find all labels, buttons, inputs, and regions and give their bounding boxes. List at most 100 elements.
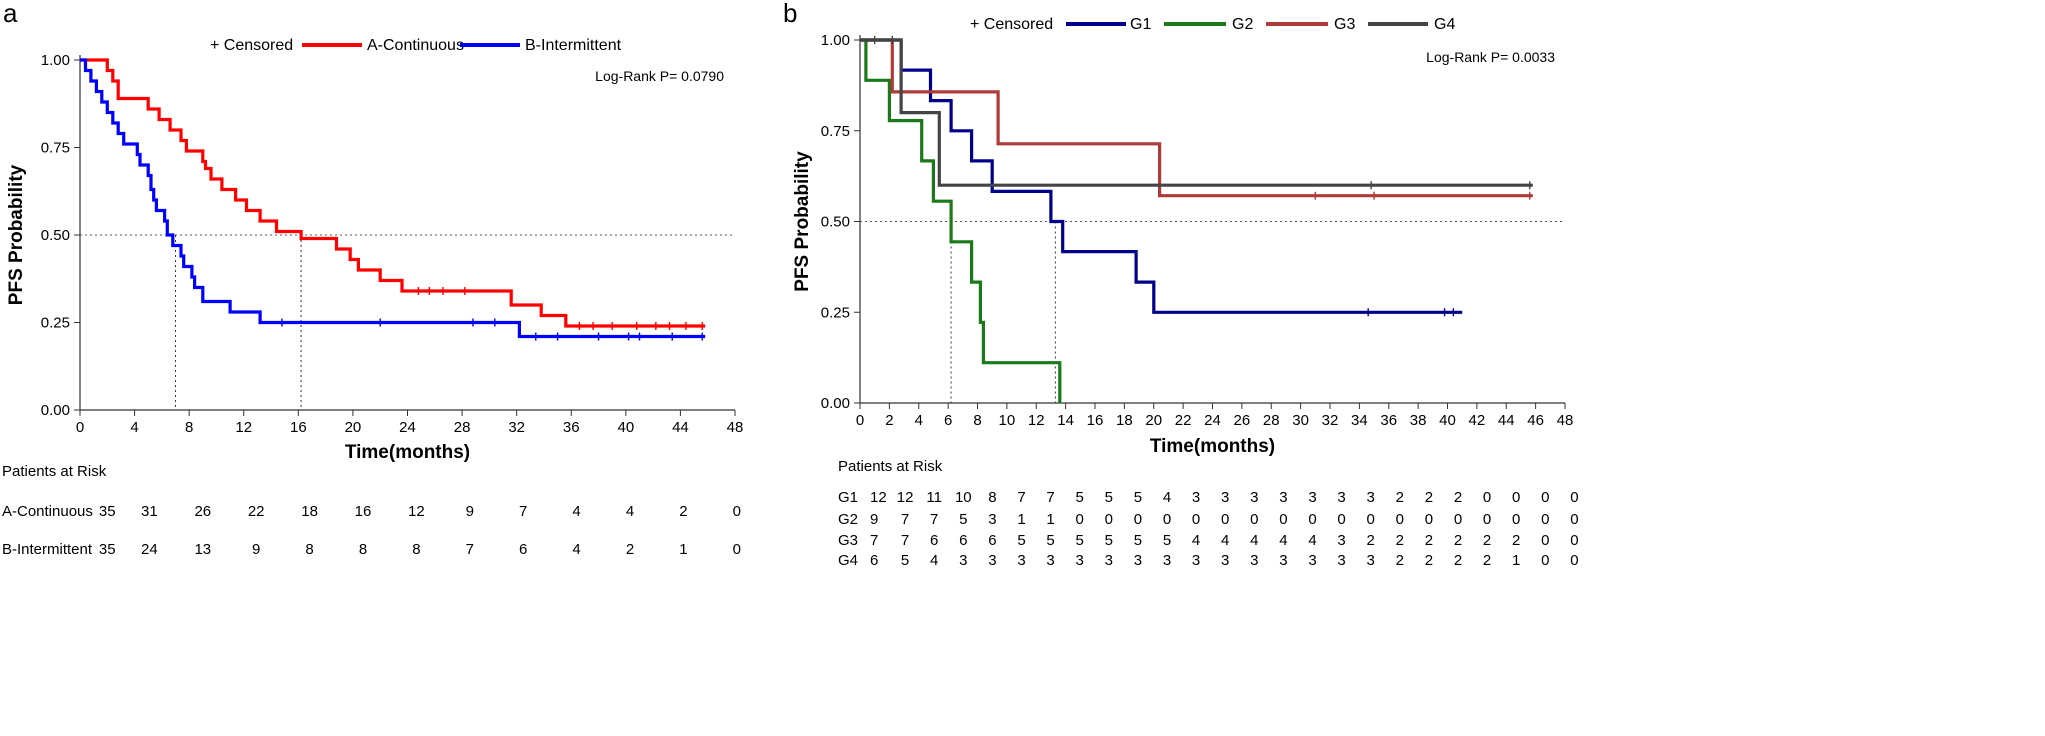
risk-cell: 8 [412, 541, 420, 558]
risk-cell: 0 [1483, 489, 1491, 506]
risk-cell: 2 [1454, 552, 1462, 569]
y-tick-label: 0.75 [821, 123, 850, 140]
risk-cell: 3 [1367, 489, 1375, 506]
censor-mark [439, 287, 446, 295]
risk-cell: 0 [1367, 511, 1375, 528]
risk-cell: 0 [1308, 511, 1316, 528]
x-tick-label: 14 [1057, 412, 1074, 429]
risk-cell: 0 [1163, 511, 1171, 528]
risk-cell: 0 [1512, 489, 1520, 506]
km-chart-b: b0.000.250.500.751.000 2 4 6 8 10 12 14 16 18 20 22… [783, 0, 1579, 569]
risk-table-header: Patients at Risk [2, 463, 107, 480]
risk-cell: 5 [901, 552, 909, 569]
censor-mark [652, 322, 659, 330]
censor-mark [699, 322, 706, 330]
risk-cell: 1 [1017, 511, 1025, 528]
risk-cell: 35 [99, 541, 116, 558]
censor-mark [636, 332, 643, 341]
censor-mark [609, 322, 616, 330]
risk-cell: 5 [1134, 532, 1142, 549]
risk-cell: 7 [466, 541, 474, 558]
risk-cell: 7 [1017, 489, 1025, 506]
risk-cell: 22 [248, 503, 265, 520]
risk-cell: 35 [99, 503, 116, 520]
risk-cell: 0 [1541, 552, 1549, 569]
risk-cell: 3 [959, 552, 967, 569]
y-tick-label: 0.25 [41, 315, 70, 332]
y-tick-label: 0.50 [821, 214, 850, 231]
log-rank-annotation: Log-Rank P= 0.0033 [1426, 49, 1555, 65]
censor-mark [426, 287, 433, 295]
risk-cell: 2 [1396, 552, 1404, 569]
x-tick-label: 6 [944, 412, 952, 429]
risk-cell: 4 [626, 503, 634, 520]
risk-cell: 4 [1279, 532, 1287, 549]
censor-mark [532, 332, 539, 341]
risk-row-label: G3 [838, 532, 858, 549]
x-tick-label: 48 [1557, 412, 1574, 429]
risk-cell: 0 [1570, 489, 1578, 506]
y-tick-label: 0.00 [821, 395, 850, 412]
risk-cell: 31 [141, 503, 158, 520]
x-tick-label: 2 [885, 412, 893, 429]
x-tick-label: 24 [399, 419, 416, 436]
x-tick-label: 44 [672, 419, 689, 436]
risk-cell: 18 [301, 503, 318, 520]
risk-cell: 3 [988, 511, 996, 528]
x-tick-label: 12 [235, 419, 252, 436]
risk-cell: 2 [1454, 489, 1462, 506]
risk-row-label: G1 [838, 489, 858, 506]
risk-cell: 0 [1076, 511, 1084, 528]
risk-cell: 6 [519, 541, 527, 558]
risk-cell: 5 [1134, 489, 1142, 506]
risk-cell: 2 [1396, 532, 1404, 549]
risk-cell: 11 [926, 489, 942, 506]
censor-mark [871, 36, 878, 44]
x-tick-label: 8 [185, 419, 193, 436]
risk-cell: 13 [194, 541, 211, 558]
x-tick-label: 36 [563, 419, 580, 436]
risk-cell: 0 [1541, 489, 1549, 506]
risk-cell: 0 [1483, 511, 1491, 528]
risk-cell: 0 [1541, 532, 1549, 549]
legend-label: G3 [1334, 16, 1355, 33]
censor-mark [625, 332, 632, 341]
y-tick-label: 0.25 [821, 304, 850, 321]
x-tick-label: 16 [1087, 412, 1104, 429]
risk-cell: 5 [1105, 532, 1113, 549]
risk-cell: 2 [1425, 552, 1433, 569]
risk-cell: 5 [959, 511, 967, 528]
risk-cell: 3 [1192, 489, 1200, 506]
risk-cell: 3 [1279, 489, 1287, 506]
risk-cell: 7 [870, 532, 878, 549]
risk-cell: 7 [930, 511, 938, 528]
km-curve-g3 [860, 38, 1533, 198]
risk-cell: 3 [1105, 552, 1113, 569]
x-tick-label: 32 [1322, 412, 1339, 429]
x-tick-label: 4 [915, 412, 923, 429]
risk-cell: 0 [1512, 511, 1520, 528]
risk-cell: 9 [252, 541, 260, 558]
x-tick-label: 38 [1410, 412, 1427, 429]
risk-cell: 9 [466, 503, 474, 520]
censor-mark [461, 287, 468, 295]
censor-mark [491, 318, 498, 327]
risk-cell: 3 [988, 552, 996, 569]
x-tick-label: 16 [290, 419, 307, 436]
risk-cell: 3 [1279, 552, 1287, 569]
risk-cell: 8 [988, 489, 996, 506]
risk-cell: 3 [1250, 489, 1258, 506]
risk-cell: 3 [1308, 489, 1316, 506]
risk-cell: 3 [1046, 552, 1054, 569]
censor-mark [377, 318, 384, 327]
risk-cell: 1 [679, 541, 687, 558]
risk-cell: 12 [870, 489, 887, 506]
risk-row-label: G2 [838, 511, 858, 528]
x-axis-label: Time(months) [1150, 436, 1275, 457]
x-tick-label: 20 [345, 419, 362, 436]
censor-mark [699, 332, 706, 341]
censor-mark [1371, 191, 1378, 200]
x-tick-label: 40 [617, 419, 634, 436]
risk-row-label: G4 [838, 552, 858, 569]
legend-label: G1 [1130, 16, 1151, 33]
